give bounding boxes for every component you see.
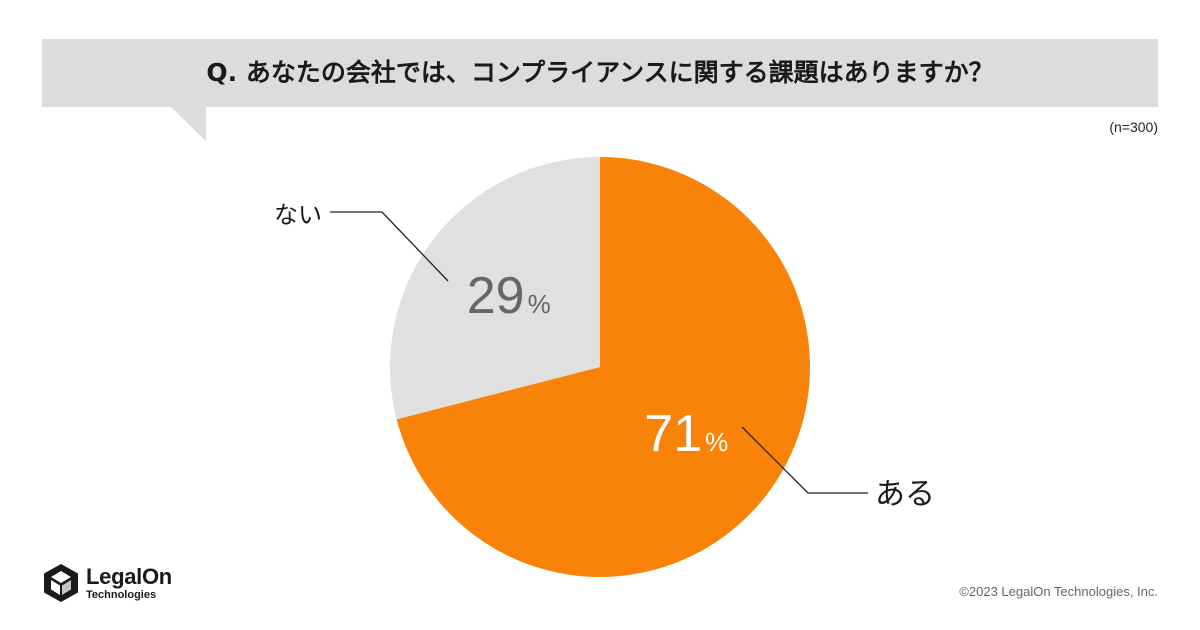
callout-line-1 xyxy=(741,426,868,494)
copyright: ©2023 LegalOn Technologies, Inc. xyxy=(959,584,1158,599)
question-bubble: Q. あなたの会社では、コンプライアンスに関する課題はありますか？ xyxy=(42,39,1158,107)
pie-value-label-1: 71% xyxy=(644,405,728,463)
pie-category-label-1: ある xyxy=(875,477,935,512)
callout-line-2 xyxy=(330,211,449,282)
logo-sub: Technologies xyxy=(86,588,157,601)
pie-slice-1 xyxy=(396,157,810,578)
pie-value-label-2: 29% xyxy=(467,267,551,325)
pie-slice-2 xyxy=(389,157,600,420)
legalon-logo: LegalOn Technologies xyxy=(42,563,172,603)
sample-size: (n=300) xyxy=(1109,119,1158,135)
logo-name: LegalOn xyxy=(86,563,172,589)
pie-category-label-2: ない xyxy=(274,201,322,229)
question-title: Q. あなたの会社では、コンプライアンスに関する課題はありますか？ xyxy=(206,58,994,87)
legalon-logo-icon xyxy=(44,564,78,602)
